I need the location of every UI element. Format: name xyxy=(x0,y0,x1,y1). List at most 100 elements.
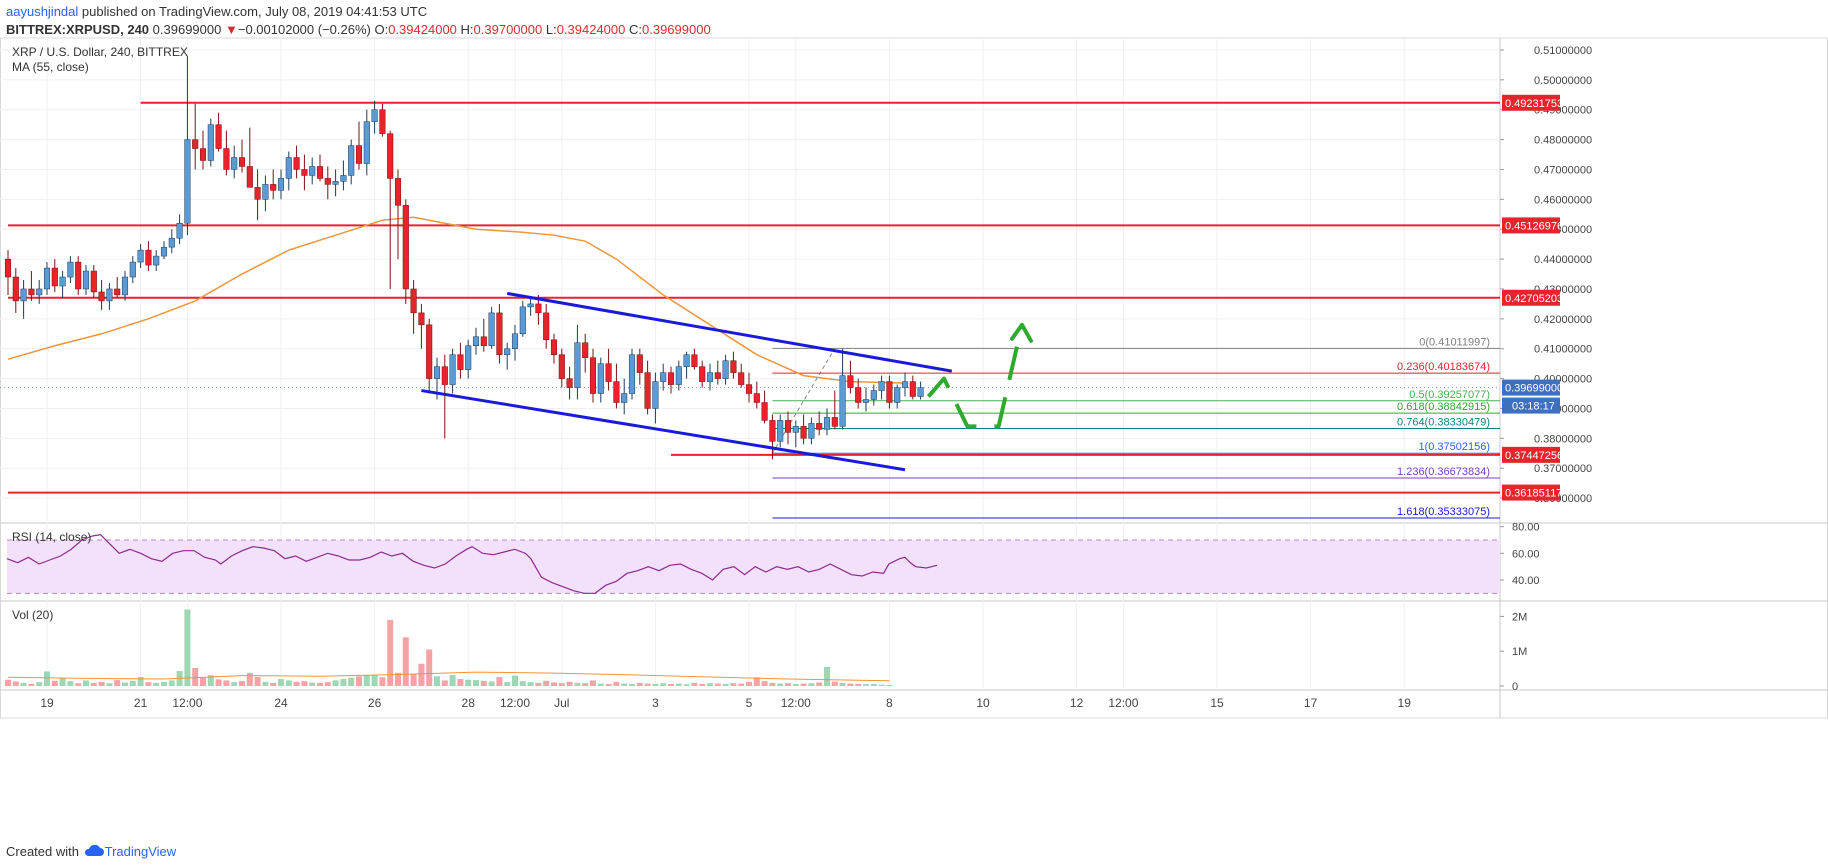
candle xyxy=(465,339,472,379)
tradingview-logo-link[interactable]: TradingView xyxy=(83,844,176,859)
candle-body xyxy=(98,291,105,302)
candle-body xyxy=(246,166,253,188)
volume-bar xyxy=(106,683,113,686)
candle-body xyxy=(800,426,807,439)
low-label: L: xyxy=(545,22,557,37)
candle-body xyxy=(433,366,441,379)
candle xyxy=(691,348,698,370)
candle xyxy=(511,324,519,361)
volume-ma-line xyxy=(7,671,890,682)
candle xyxy=(738,363,745,388)
volume-bar xyxy=(332,680,339,686)
level-price-label: 0.42705203 xyxy=(1505,293,1563,305)
rsi-tick-label: 80.00 xyxy=(1512,522,1540,534)
level-price-tag xyxy=(1502,94,1560,111)
candle xyxy=(816,411,823,436)
candle xyxy=(917,381,924,400)
candle-body xyxy=(394,178,402,206)
volume-bar xyxy=(668,683,674,686)
symbol-label: BITTREX:XRPUSD, 240 xyxy=(6,22,150,37)
fibonacci-level-label: 1.618(0.35333075) xyxy=(1397,506,1490,518)
candle-body xyxy=(4,258,12,278)
volume-bar xyxy=(605,683,612,686)
candle xyxy=(730,351,737,379)
volume-bar xyxy=(20,682,27,686)
volume-bar xyxy=(418,663,425,686)
volume-bar xyxy=(324,682,331,686)
volume-bar xyxy=(153,682,160,686)
volume-bar xyxy=(675,683,682,686)
candle-body xyxy=(792,426,799,433)
candle-body xyxy=(862,399,870,403)
candle-body xyxy=(441,366,448,385)
candle-body xyxy=(231,157,238,170)
rsi-pane: RSI (14, close) xyxy=(6,530,1500,594)
volume-bar xyxy=(145,682,152,686)
candle xyxy=(12,268,19,313)
candle xyxy=(348,139,355,185)
level-price-label: 0.36185117 xyxy=(1505,488,1562,500)
candle xyxy=(543,303,550,349)
candle-body xyxy=(566,378,573,388)
candle xyxy=(231,145,238,179)
volume-bar xyxy=(613,681,620,686)
volume-bar xyxy=(434,676,440,686)
candle xyxy=(496,303,503,364)
volume-bar xyxy=(441,680,448,686)
volume-bar xyxy=(746,681,752,686)
candle-body xyxy=(691,354,698,367)
x-tick-label: 3 xyxy=(652,696,659,710)
volume-bar xyxy=(488,681,495,686)
volume-bar xyxy=(387,619,394,686)
author-link[interactable]: aayushjindal xyxy=(6,4,79,19)
candle xyxy=(363,109,370,176)
candle xyxy=(800,414,807,445)
candle xyxy=(457,342,464,379)
level-price-tag xyxy=(1502,289,1560,306)
volume-bar xyxy=(473,680,479,686)
candle xyxy=(114,277,121,298)
candle-body xyxy=(878,381,885,391)
candle-body xyxy=(660,372,667,382)
volume-bar xyxy=(410,673,417,686)
candle-body xyxy=(808,423,815,439)
x-tick-label: 8 xyxy=(886,696,893,710)
candle-body xyxy=(28,288,35,296)
candle-body xyxy=(418,312,425,326)
volume-bar xyxy=(465,679,472,686)
volume-bar xyxy=(83,680,89,686)
candle xyxy=(449,348,456,394)
candle xyxy=(589,348,597,403)
candle xyxy=(652,372,659,424)
volume-bar xyxy=(870,683,877,686)
fibonacci-level-label: 0.618(0.38842915) xyxy=(1397,401,1490,413)
volume-bar xyxy=(582,683,589,686)
volume-bar xyxy=(551,682,557,686)
candle xyxy=(106,282,113,310)
candle xyxy=(51,259,58,292)
candle xyxy=(761,390,768,424)
candle-body xyxy=(457,354,464,370)
candle xyxy=(207,118,214,167)
volume-bar xyxy=(161,681,167,686)
candle-body xyxy=(706,372,714,382)
fibonacci-level-label: 0.236(0.40183674) xyxy=(1397,361,1490,373)
candle xyxy=(886,375,893,409)
candle-body xyxy=(894,387,901,403)
candle xyxy=(769,414,776,460)
candle-body xyxy=(745,384,753,394)
candle-body xyxy=(199,148,207,161)
rsi-tick-label: 40.00 xyxy=(1512,575,1540,587)
candle-body xyxy=(511,333,519,349)
volume-bar xyxy=(785,683,791,686)
volume-bar xyxy=(863,684,869,686)
candle xyxy=(706,363,714,391)
volume-bar xyxy=(714,683,721,686)
volume-bar xyxy=(317,682,323,686)
candle xyxy=(199,130,207,170)
candle-body xyxy=(20,288,27,302)
x-tick-label: 12:00 xyxy=(500,696,530,710)
volume-bar xyxy=(51,680,58,686)
candle-body xyxy=(870,390,877,400)
